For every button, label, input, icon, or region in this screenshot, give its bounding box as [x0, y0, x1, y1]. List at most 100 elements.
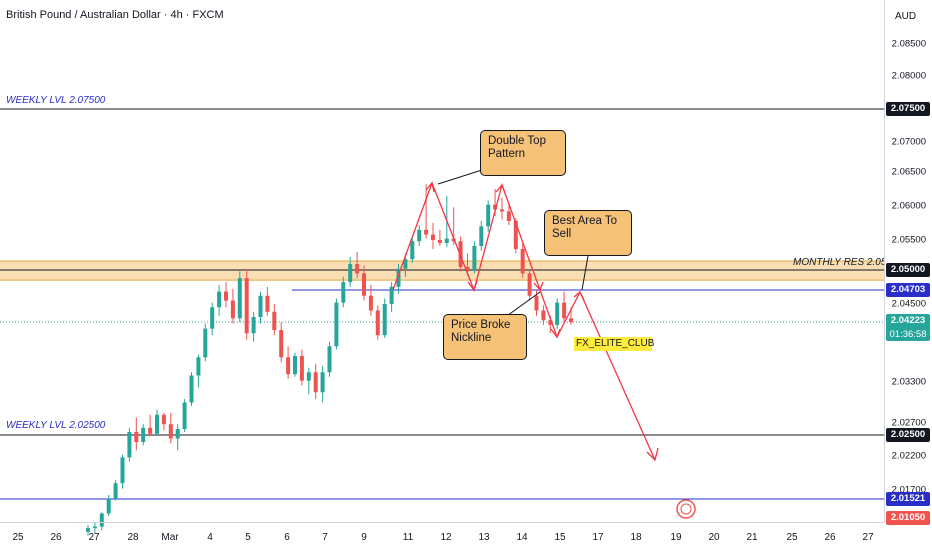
candle [382, 298, 387, 338]
candle [189, 372, 194, 406]
price-tag-last: 2.04223 01:36:58 [886, 314, 930, 341]
candle-body [127, 432, 132, 458]
candle-body [355, 264, 360, 274]
candle-body [555, 302, 560, 325]
neckline-break-callout[interactable]: Price Broke Nickline [443, 314, 527, 360]
candle [417, 225, 422, 246]
date-tick-label: 25 [12, 532, 24, 543]
candle-body [334, 302, 339, 347]
candle [431, 223, 435, 249]
double-top-path[interactable] [392, 181, 656, 461]
double-top-callout[interactable]: Double Top Pattern [480, 130, 566, 176]
candle-body [320, 372, 325, 393]
price-tick-label: 2.06500 [891, 166, 926, 178]
arrow-head-bottom-1 [467, 280, 478, 292]
candle [113, 479, 118, 501]
candle-body [189, 375, 194, 403]
candle-body [210, 307, 215, 329]
date-tick-label: 5 [245, 532, 251, 543]
candle-body [493, 204, 498, 210]
candle-body [410, 241, 415, 260]
price-tick-label: 2.05500 [891, 234, 926, 246]
price-tick-label: 2.04500 [891, 298, 926, 310]
candle-body [444, 238, 449, 243]
candle [155, 409, 159, 435]
date-tick-label: Mar [161, 532, 179, 543]
price-tick-label: 2.02700 [891, 417, 926, 429]
candle [251, 311, 256, 342]
candle [506, 204, 511, 226]
candle [486, 200, 491, 232]
candle [479, 220, 484, 251]
chart-title: British Pound / Australian Dollar · 4h ·… [6, 9, 224, 21]
candle [168, 412, 173, 444]
candle-body [403, 259, 408, 269]
candle [389, 282, 394, 312]
projection-arrow-head [646, 447, 659, 462]
candle [424, 184, 429, 239]
price-tag-value: 2.04703 [890, 284, 926, 295]
candle-body [92, 526, 97, 529]
event-icon-ring [676, 499, 696, 519]
price-tag-weekly: 2.07500 [886, 102, 930, 116]
time-axis[interactable]: 25 26 27 28 Mar 4 5 6 7 9 11 12 13 14 15 17 18 19 20 21 25 26… [0, 522, 884, 551]
candle-body [382, 304, 387, 336]
best-area-pointer [581, 255, 589, 291]
price-tick-label: 2.01700 [891, 484, 926, 496]
date-tick-label: 26 [50, 532, 62, 543]
date-tick-label: 19 [670, 532, 682, 543]
date-tick-label: 13 [478, 532, 490, 543]
candle-body [237, 278, 242, 319]
price-tick-label: 2.08500 [891, 38, 926, 50]
candle-body [548, 320, 553, 325]
candle [175, 424, 180, 451]
price-tick-label: 2.06000 [891, 200, 926, 212]
candle-body [362, 273, 366, 296]
price-tick-label: 2.07000 [891, 136, 926, 148]
candle-body [375, 310, 380, 336]
candle-body [513, 220, 518, 249]
event-icon-core [680, 503, 692, 515]
date-tick-label: 25 [786, 532, 798, 543]
candle [327, 341, 332, 377]
candle [293, 352, 297, 377]
price-tag-monthly: 2.05000 [886, 263, 930, 277]
candle [148, 414, 153, 437]
candle [265, 286, 270, 316]
candle [141, 424, 146, 446]
best-area-callout[interactable]: Best Area To Sell [544, 210, 632, 256]
date-tick-label: 18 [630, 532, 642, 543]
economic-event-icon[interactable] [676, 499, 696, 519]
price-tick-label: 2.08000 [891, 70, 926, 82]
candle [120, 454, 125, 489]
candle-body [389, 286, 394, 304]
candle-body [417, 229, 422, 242]
candle-body [293, 355, 297, 375]
date-tick-label: 14 [516, 532, 528, 543]
date-tick-label: 15 [554, 532, 566, 543]
candle [210, 302, 215, 336]
candle [279, 322, 284, 363]
candle [299, 349, 304, 386]
currency-label[interactable]: AUD [895, 11, 917, 22]
arrow-head-bottom-2 [533, 281, 544, 292]
candle-body [120, 457, 125, 484]
weekly-level-label-top: WEEKLY LVL 2.07500 [6, 95, 106, 106]
candle [272, 304, 277, 336]
candle-body [106, 499, 111, 514]
candle-body [520, 249, 525, 274]
candle-body [341, 282, 346, 303]
candle [86, 524, 90, 536]
monthly-resistance-zone [0, 261, 884, 281]
neckline-break-pointer [503, 291, 541, 319]
candle-body [168, 424, 173, 439]
candle-body [244, 278, 249, 334]
candle-body [506, 211, 511, 221]
candle-body [113, 483, 118, 500]
candle [375, 305, 380, 340]
candle [555, 298, 560, 329]
candle [127, 427, 132, 462]
date-tick-label: 27 [88, 532, 100, 543]
candle [355, 252, 360, 279]
